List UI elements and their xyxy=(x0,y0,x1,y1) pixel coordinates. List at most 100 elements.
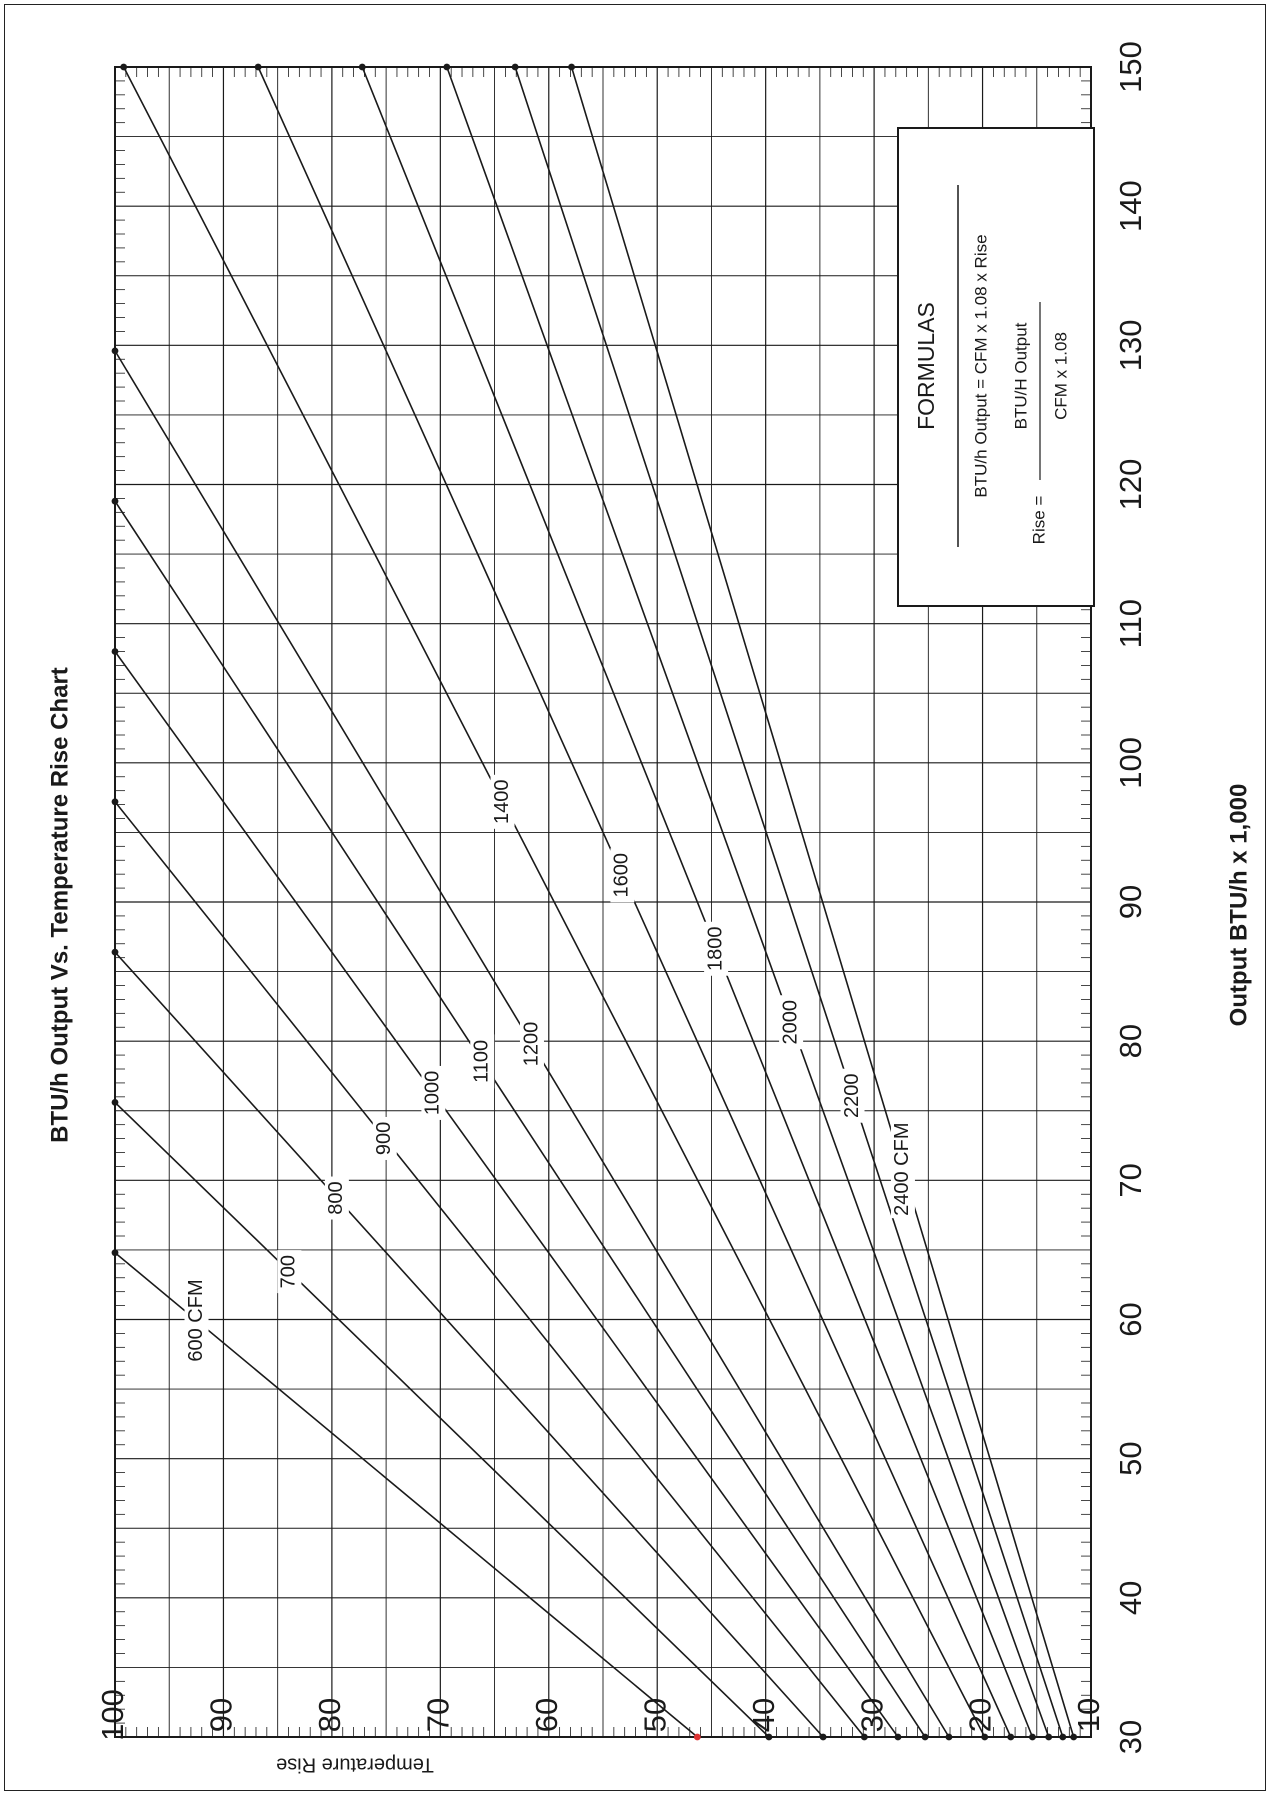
series-2200: 2200 xyxy=(511,63,1067,1741)
series-endpoint xyxy=(921,1733,929,1741)
series-1000: 1000 xyxy=(111,648,902,1741)
series-label-bg xyxy=(277,1250,302,1294)
series-label-bg xyxy=(324,1176,349,1220)
series-endpoint xyxy=(111,1249,119,1257)
series-endpoint xyxy=(111,798,119,806)
series-label: 2200 xyxy=(841,1073,863,1118)
chart-title: BTU/h Output Vs. Temperature Rise Chart xyxy=(46,667,73,1143)
series-label-bg xyxy=(779,995,804,1050)
series-endpoint xyxy=(860,1733,868,1741)
series-endpoint xyxy=(765,1733,773,1741)
series-line xyxy=(114,1252,698,1738)
x-tick-label: 100 xyxy=(1113,737,1148,789)
x-tick-label: 70 xyxy=(1113,1163,1148,1197)
page-frame xyxy=(4,4,1266,1791)
series-1200: 1200 xyxy=(111,347,953,1741)
series-1100: 1100 xyxy=(111,497,929,1741)
formula-title: FORMULAS xyxy=(913,302,939,430)
x-tick-label: 140 xyxy=(1113,180,1148,232)
series-2000: 2000 xyxy=(443,63,1053,1741)
y-tick-label: 100 xyxy=(95,1689,130,1741)
series-800: 800 xyxy=(111,948,827,1741)
x-tick-label: 90 xyxy=(1113,885,1148,919)
chart-ticks: 30 40 50 60 70 80 90 100 110 120 130 140 150 10 20 30 40… xyxy=(95,41,1148,1754)
series-line xyxy=(114,1101,770,1738)
x-tick-label: 40 xyxy=(1113,1581,1148,1615)
series-label: 1100 xyxy=(471,1040,493,1083)
series-label-bg xyxy=(840,1068,865,1123)
series-label: 900 xyxy=(373,1122,395,1155)
formula-box: FORMULAS BTU/h Output = CFM x 1.08 x Ris… xyxy=(897,127,1095,607)
series-label: 1600 xyxy=(611,853,633,898)
x-tick-label: 130 xyxy=(1113,319,1148,371)
series-endpoint xyxy=(1070,1733,1078,1741)
formula-denominator: CFM x 1.08 xyxy=(1051,332,1070,420)
series-endpoint xyxy=(945,1733,953,1741)
series-label-bg xyxy=(184,1277,209,1365)
series-1800: 1800 xyxy=(358,63,1036,1741)
series-line xyxy=(514,66,1064,1738)
series-2400: 2400 CFM xyxy=(568,63,1078,1741)
series-endpoint xyxy=(894,1733,902,1741)
series-endpoint xyxy=(120,63,128,71)
series-endpoint xyxy=(111,347,119,355)
series-endpoint xyxy=(111,1099,119,1106)
series-label-bg xyxy=(704,921,729,976)
series-endpoint xyxy=(111,948,119,956)
series-endpoint xyxy=(511,63,519,71)
series-endpoint xyxy=(981,1733,989,1741)
series-line xyxy=(114,651,899,1738)
y-tick-label: 90 xyxy=(204,1698,239,1732)
series-line xyxy=(257,66,1012,1738)
x-tick-label: 50 xyxy=(1113,1441,1148,1475)
series-900: 900 xyxy=(111,798,868,1741)
x-tick-label: 110 xyxy=(1113,599,1148,648)
y-tick-label: 70 xyxy=(421,1698,456,1732)
series-label: 1200 xyxy=(520,1022,542,1067)
series-endpoint xyxy=(358,63,366,71)
series-endpoint xyxy=(254,63,262,71)
formula-rise-prefix: Rise = xyxy=(1029,496,1048,545)
series-line xyxy=(114,951,824,1738)
y-axis-label: Temperature Rise xyxy=(276,1754,434,1776)
series-line xyxy=(122,66,986,1738)
formula-box-border xyxy=(897,127,1095,607)
series-line xyxy=(361,66,1034,1738)
series-1600: 1600 xyxy=(254,63,1015,1741)
x-tick-label: 80 xyxy=(1113,1024,1148,1058)
series-endpoint xyxy=(1007,1733,1015,1741)
y-tick-label: 20 xyxy=(963,1698,998,1732)
chart-grid xyxy=(114,66,1092,1738)
series-label: 1400 xyxy=(491,780,513,825)
series-700: 700 xyxy=(111,1099,773,1741)
series-endpoint xyxy=(819,1733,827,1741)
y-tick-label: 60 xyxy=(529,1698,564,1732)
y-tick-label: 30 xyxy=(854,1698,889,1732)
y-tick-label: 10 xyxy=(1071,1698,1106,1732)
x-tick-label: 150 xyxy=(1113,41,1148,93)
formula-numerator: BTU/H Output xyxy=(1011,322,1030,429)
series-label: 2000 xyxy=(779,1000,801,1045)
x-tick-label: 30 xyxy=(1113,1720,1148,1754)
series-line xyxy=(570,66,1075,1738)
series-600: 600 CFM xyxy=(111,1249,701,1741)
series-label: 2400 CFM xyxy=(891,1123,913,1216)
series-label-bg xyxy=(470,1034,495,1089)
y-tick-label: 50 xyxy=(637,1698,672,1732)
series-label: 1800 xyxy=(704,927,726,972)
series-line xyxy=(114,500,926,1738)
series-label-bg xyxy=(421,1065,446,1120)
series-endpoint xyxy=(1059,1733,1067,1741)
series-endpoint xyxy=(111,648,119,655)
x-tick-label: 60 xyxy=(1113,1302,1148,1336)
series-label-bg xyxy=(372,1116,397,1160)
series-endpoint xyxy=(443,63,451,71)
series-line xyxy=(114,801,865,1738)
series-endpoint xyxy=(568,63,575,71)
series-label: 600 CFM xyxy=(185,1279,207,1361)
series-label: 800 xyxy=(325,1181,347,1214)
x-tick-label: 120 xyxy=(1113,459,1148,511)
series-label-bg xyxy=(490,774,515,829)
formula-line-1: BTU/h Output = CFM x 1.08 x Rise xyxy=(971,234,990,497)
